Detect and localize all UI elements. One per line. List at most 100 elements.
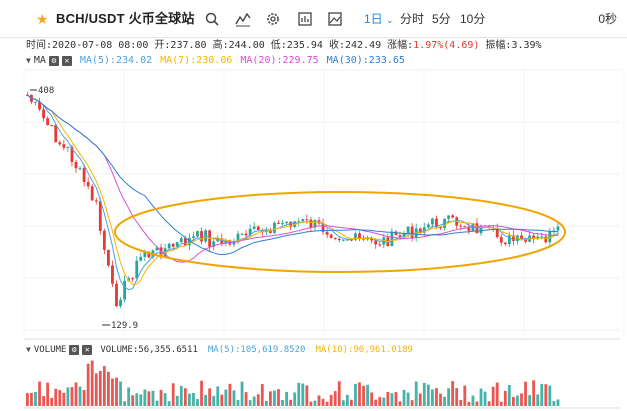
volume-bar bbox=[90, 360, 94, 406]
candle-body bbox=[333, 237, 337, 239]
volume-bar bbox=[325, 401, 329, 406]
volume-settings-icon[interactable]: ⚙ bbox=[69, 345, 80, 355]
candle-body bbox=[86, 181, 90, 187]
volume-bar bbox=[260, 384, 264, 406]
volume-bar bbox=[463, 385, 467, 406]
volume-bar bbox=[119, 381, 122, 406]
volume-bar bbox=[248, 400, 252, 406]
layout-icon[interactable] bbox=[296, 10, 314, 28]
volume-bar bbox=[487, 401, 491, 406]
pair-title[interactable]: BCH/USDT 火币全球站 bbox=[56, 11, 195, 26]
timeframe-1d[interactable]: 1日 ⌄ bbox=[364, 12, 394, 26]
volume-bar bbox=[390, 393, 394, 406]
candle-body bbox=[123, 280, 126, 300]
volume-bar bbox=[378, 397, 382, 406]
volume-bar bbox=[431, 389, 434, 406]
volume-bar bbox=[135, 393, 139, 406]
volume-bar bbox=[507, 385, 511, 406]
volume-bar bbox=[402, 389, 406, 406]
volume-collapse-chevron-icon[interactable]: ▼ bbox=[26, 345, 31, 354]
volume-bar bbox=[38, 381, 41, 406]
candle-body bbox=[236, 233, 240, 243]
timeframe-5m[interactable]: 5分 bbox=[432, 12, 451, 26]
candle-body bbox=[277, 222, 280, 224]
volume-bar bbox=[439, 393, 442, 406]
volume-bar bbox=[46, 382, 50, 406]
volume-bar bbox=[82, 390, 86, 406]
toolbar: ★ BCH/USDT 火币全球站 1日 ⌄ 分时 5分 10分 0秒 bbox=[0, 0, 627, 38]
timeframe-10m[interactable]: 10分 bbox=[460, 12, 486, 26]
candle-body bbox=[532, 235, 536, 240]
settings-icon[interactable] bbox=[264, 10, 282, 28]
volume-bar bbox=[374, 399, 378, 406]
volume-bar bbox=[131, 395, 135, 406]
candle-body bbox=[200, 231, 203, 242]
time-label: 时间: bbox=[26, 40, 53, 51]
chevron-down-icon: ⌄ bbox=[386, 15, 394, 25]
ma-lines bbox=[27, 94, 559, 291]
image-icon[interactable] bbox=[326, 10, 344, 28]
volume-bar bbox=[358, 382, 361, 406]
candle-body bbox=[410, 226, 414, 238]
volume-bar bbox=[183, 388, 187, 406]
ma-line bbox=[27, 94, 559, 291]
volume-bar bbox=[147, 391, 151, 406]
candle-body bbox=[285, 221, 288, 224]
volume-bar bbox=[256, 394, 260, 406]
volume-bar bbox=[236, 400, 240, 406]
ma-settings-icon[interactable]: ⚙ bbox=[48, 56, 59, 66]
volume-bar bbox=[273, 390, 276, 406]
close-value: 242.49 bbox=[344, 40, 382, 51]
candle-body bbox=[196, 231, 199, 237]
volume-bar bbox=[62, 392, 66, 406]
volume-close-icon[interactable]: ✕ bbox=[82, 345, 93, 355]
collapse-chevron-icon[interactable]: ▼ bbox=[26, 56, 31, 65]
favorite-star-icon[interactable]: ★ bbox=[36, 11, 49, 27]
candle-body bbox=[297, 221, 301, 223]
ohlc-info: 时间:2020-07-08 08:00 开:237.80 高:244.00 低:… bbox=[26, 40, 542, 52]
volume-bar bbox=[54, 388, 58, 406]
candle-body bbox=[378, 244, 382, 246]
volume-bar bbox=[329, 394, 333, 406]
volume-bar bbox=[317, 395, 321, 406]
candle-body bbox=[321, 223, 325, 232]
candle-body bbox=[244, 233, 248, 236]
candle-body bbox=[248, 228, 252, 236]
volume-bar bbox=[42, 396, 45, 406]
candle-body bbox=[127, 278, 131, 281]
volume-bar bbox=[86, 363, 90, 406]
volume-bar bbox=[398, 401, 402, 406]
volume-bar bbox=[556, 399, 560, 406]
candle-body bbox=[50, 125, 54, 127]
volume-bar bbox=[536, 394, 540, 406]
candle-body bbox=[459, 225, 463, 227]
search-icon[interactable] bbox=[203, 10, 221, 28]
high-value: 244.00 bbox=[228, 40, 265, 51]
ma5-value: MA(5):234.02 bbox=[79, 55, 153, 66]
volume-bars bbox=[26, 360, 560, 406]
low-value: 235.94 bbox=[286, 40, 323, 51]
candle-body bbox=[38, 101, 41, 110]
volume-bar bbox=[115, 377, 118, 406]
volume-bar bbox=[107, 371, 110, 406]
volume-bar bbox=[171, 383, 175, 406]
indicator-icon[interactable] bbox=[234, 10, 252, 28]
ma-close-icon[interactable]: ✕ bbox=[61, 56, 72, 66]
volume-bar bbox=[467, 401, 471, 406]
candle-body bbox=[232, 242, 236, 245]
timeframe-minute[interactable]: 分时 bbox=[400, 12, 425, 26]
volume-legend: ▼ VOLUME ⚙ ✕ VOLUME:56,355.6511 MA(5):10… bbox=[26, 344, 413, 356]
volume-bar bbox=[524, 381, 527, 406]
candle-body bbox=[556, 226, 560, 231]
volume-bar bbox=[418, 393, 422, 406]
range-annotation-ellipse bbox=[114, 191, 566, 273]
candle-body bbox=[98, 201, 102, 231]
low-marker: 129.9 bbox=[102, 321, 138, 331]
ma20-value: MA(20):229.75 bbox=[240, 55, 319, 66]
volume-bar bbox=[333, 391, 337, 406]
volume-bar bbox=[216, 386, 220, 406]
candle-body bbox=[431, 218, 434, 225]
volume-bar bbox=[447, 388, 450, 406]
